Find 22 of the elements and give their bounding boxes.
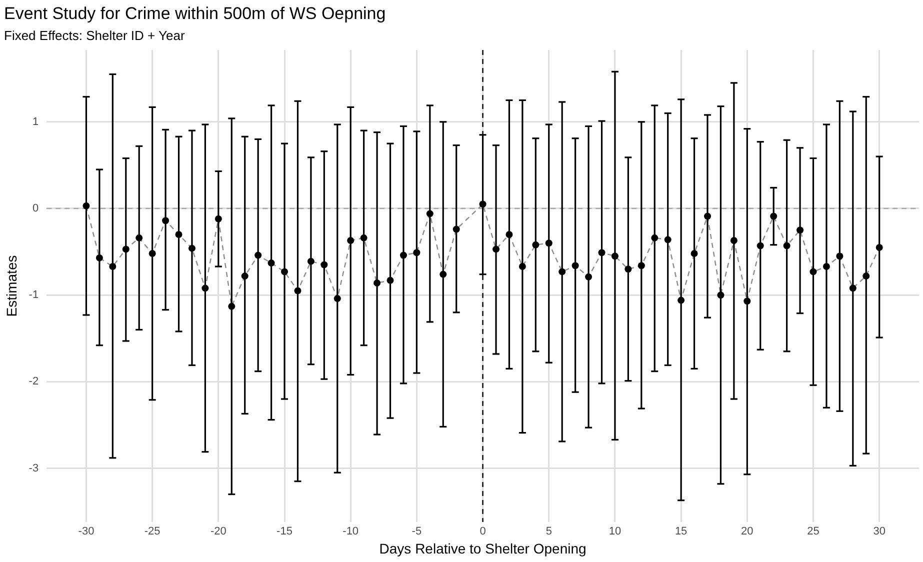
x-tick-label: 25	[807, 526, 820, 538]
x-tick-label: 5	[546, 526, 552, 538]
x-tick-label: 30	[873, 526, 886, 538]
x-tick-label: 0	[480, 526, 486, 538]
y-tick-label: -1	[28, 289, 39, 302]
y-tick-label: 1	[32, 116, 39, 128]
y-tick-label: 0	[32, 202, 39, 215]
x-tick-label: -30	[78, 526, 94, 538]
y-tick-label: -3	[28, 462, 39, 474]
y-axis-title: Estimates	[3, 255, 20, 317]
x-tick-label: -20	[210, 526, 226, 538]
x-tick-label: 15	[674, 526, 688, 538]
chart-subtitle: Fixed Effects: Shelter ID + Year	[4, 28, 186, 43]
x-tick-label: 10	[608, 526, 622, 538]
x-axis-title: Days Relative to Shelter Opening	[379, 540, 586, 556]
y-tick-label: -2	[28, 376, 39, 388]
x-tick-label: -15	[276, 526, 292, 538]
x-tick-label: -5	[412, 526, 422, 538]
chart-title: Event Study for Crime within 500m of WS Oepning	[4, 4, 386, 23]
x-tick-label: 20	[741, 526, 754, 538]
x-tick-label: -10	[342, 526, 359, 538]
x-tick-label: -25	[144, 526, 160, 538]
